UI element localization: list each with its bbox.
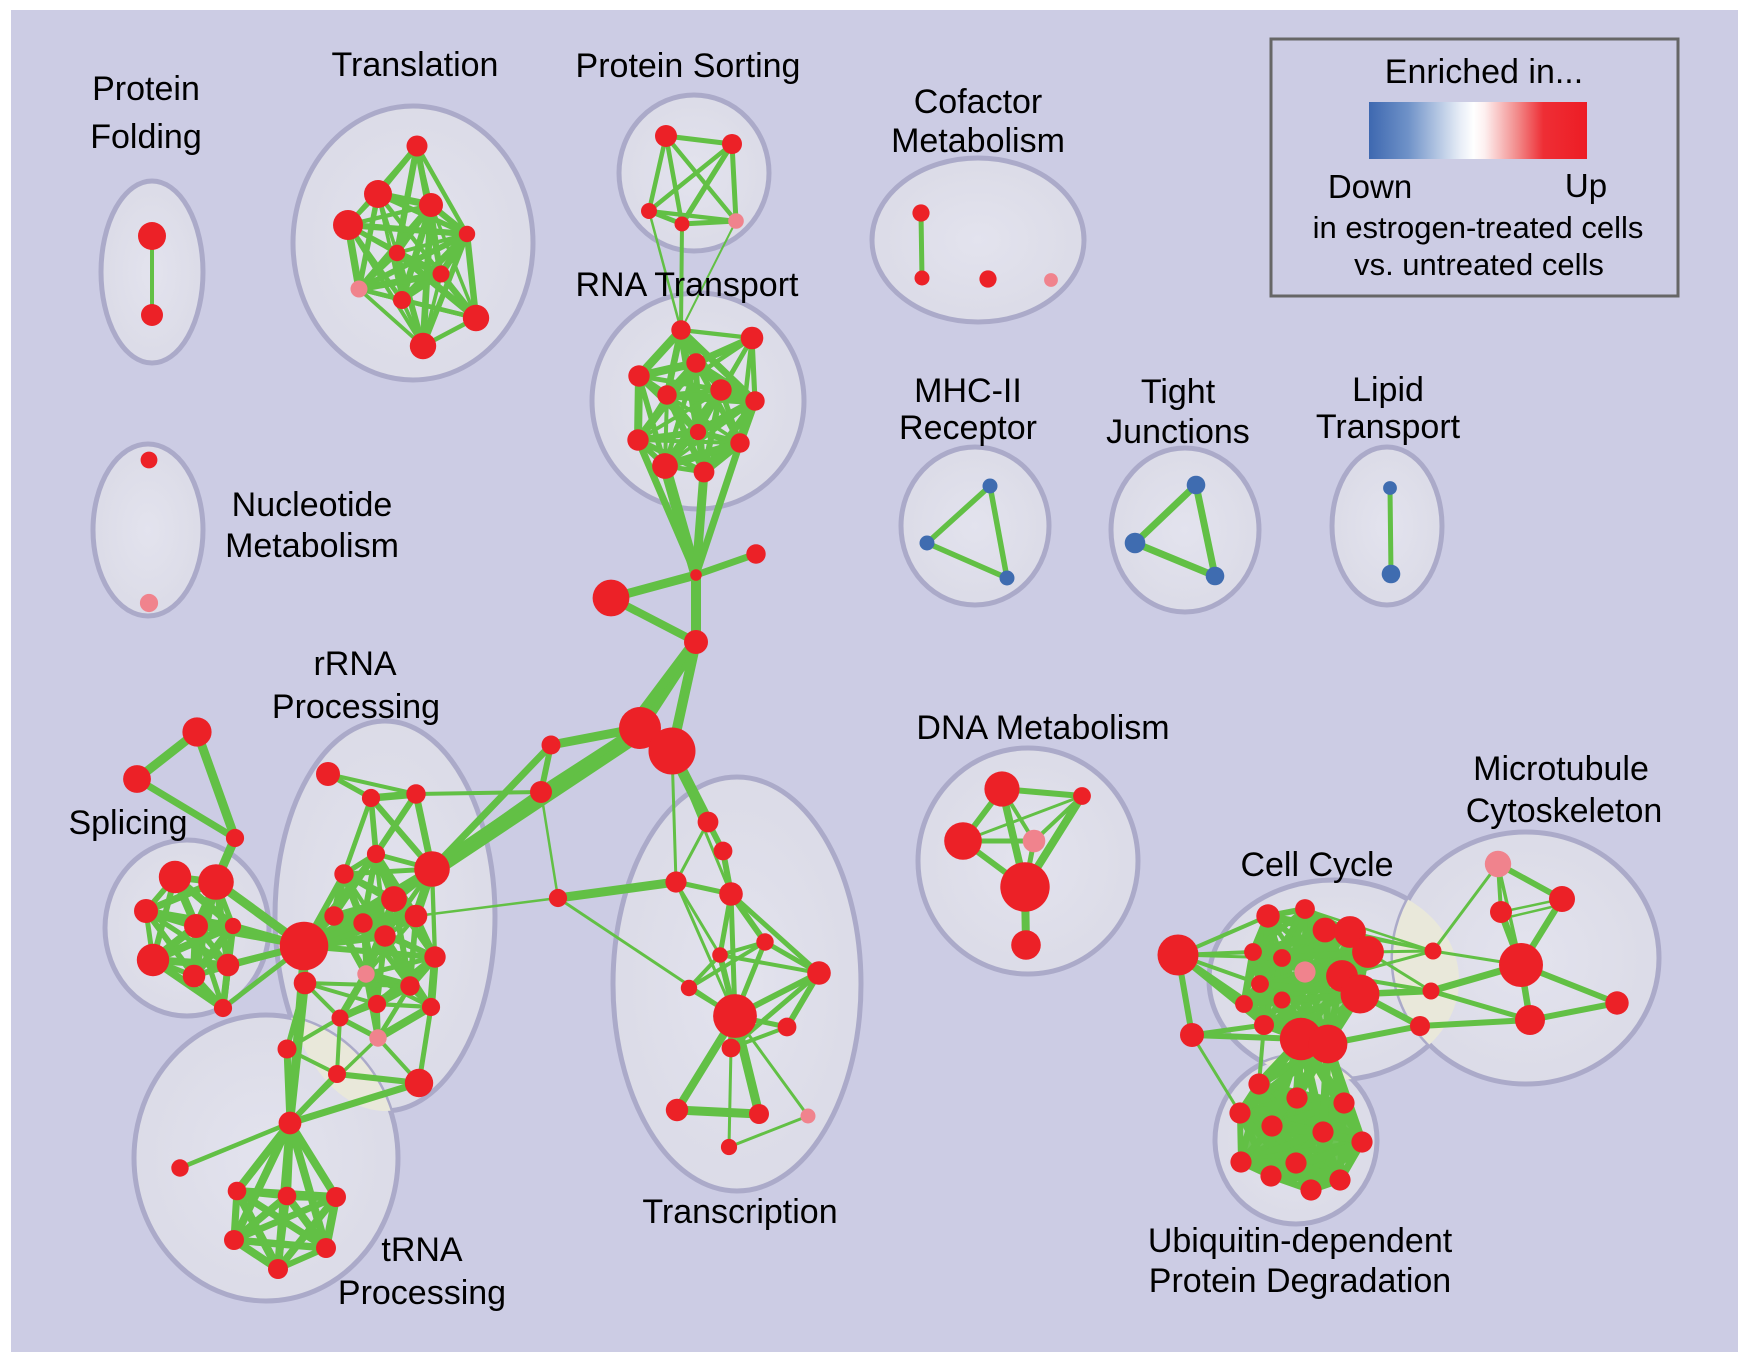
svg-text:Protein Degradation: Protein Degradation [1149, 1262, 1451, 1300]
svg-text:tRNA: tRNA [381, 1231, 463, 1269]
svg-text:Protein: Protein [92, 70, 200, 108]
svg-text:rRNA: rRNA [313, 645, 396, 683]
svg-text:Down: Down [1328, 168, 1412, 205]
svg-text:Junctions: Junctions [1106, 413, 1250, 451]
svg-text:Metabolism: Metabolism [225, 527, 399, 565]
svg-text:Splicing: Splicing [68, 804, 187, 842]
svg-text:Up: Up [1565, 167, 1607, 204]
svg-text:Cell Cycle: Cell Cycle [1240, 846, 1393, 884]
svg-text:Transport: Transport [1316, 408, 1461, 446]
svg-text:DNA Metabolism: DNA Metabolism [916, 709, 1169, 747]
svg-text:Translation: Translation [332, 46, 499, 84]
svg-text:Folding: Folding [90, 118, 202, 156]
svg-text:Processing: Processing [338, 1274, 506, 1312]
svg-text:vs. untreated cells: vs. untreated cells [1354, 247, 1604, 282]
svg-text:in estrogen-treated cells: in estrogen-treated cells [1313, 210, 1644, 245]
svg-text:Metabolism: Metabolism [891, 122, 1065, 160]
svg-text:Cofactor: Cofactor [914, 83, 1043, 121]
svg-text:Nucleotide: Nucleotide [232, 486, 393, 524]
svg-text:Tight: Tight [1141, 373, 1216, 411]
svg-text:Receptor: Receptor [899, 409, 1037, 447]
svg-text:Cytoskeleton: Cytoskeleton [1466, 792, 1663, 830]
svg-text:Ubiquitin-dependent: Ubiquitin-dependent [1148, 1222, 1453, 1260]
svg-text:Microtubule: Microtubule [1473, 750, 1649, 788]
svg-text:Lipid: Lipid [1352, 371, 1424, 409]
svg-text:Enriched in...: Enriched in... [1385, 53, 1583, 91]
svg-text:Transcription: Transcription [642, 1193, 837, 1231]
svg-text:RNA Transport: RNA Transport [576, 266, 800, 304]
svg-text:Protein Sorting: Protein Sorting [576, 47, 801, 85]
svg-text:MHC-II: MHC-II [914, 372, 1022, 410]
svg-text:Processing: Processing [272, 688, 440, 726]
